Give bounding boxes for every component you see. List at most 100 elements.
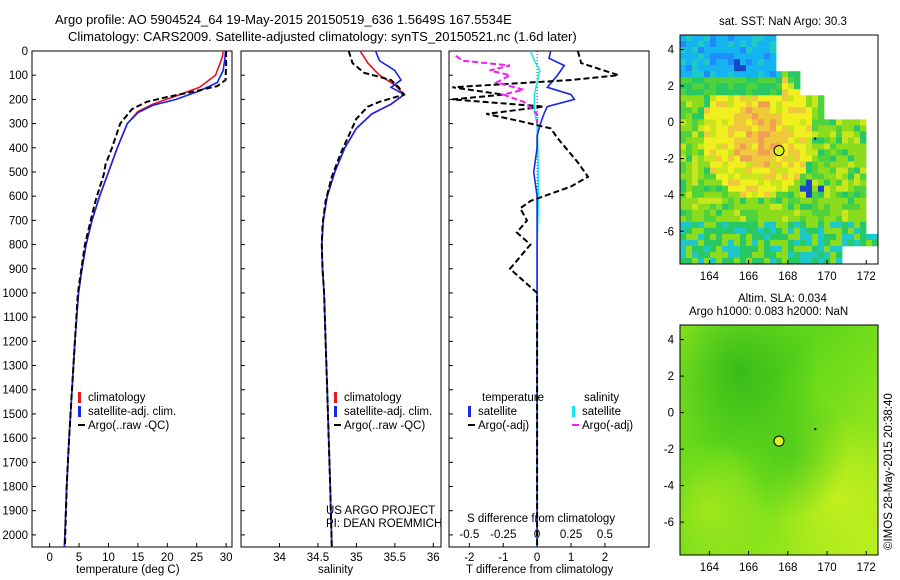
sst-cell [776,179,783,186]
sst-cell [734,95,741,102]
sst-cell [806,251,813,259]
sst-cell [836,119,843,126]
x2-tick-label: -0.25 [490,529,516,541]
sst-cell [686,197,693,205]
sst-cell [716,59,723,66]
sst-cell [704,89,711,96]
sst-cell [794,161,801,168]
sst-cell [776,167,783,174]
legend-item-argo: Argo(..raw -QC) [334,419,432,433]
sst-cell [716,53,723,60]
sst-cell [782,101,789,108]
x-tick-label: 34 [273,552,286,564]
sst-cell [836,179,843,186]
y-tick-label: 1700 [2,457,28,469]
sst-cell [746,233,753,241]
sst-cell [818,95,825,102]
sst-cell [794,209,801,217]
sst-cell [746,77,753,84]
sst-cell [788,119,795,126]
sst-cell [812,179,819,186]
sst-cell [818,185,825,193]
sst-cell [788,125,795,132]
sst-cell [728,167,735,174]
sst-cell [692,233,699,241]
sst-cell [710,191,717,199]
sst-cell [698,47,705,54]
sst-cell [848,179,855,186]
sst-cell [788,137,795,144]
sst-cell [722,47,729,54]
sst-cell [704,203,711,211]
sst-cell [698,233,705,241]
sst-cell [782,149,789,156]
sst-cell [734,233,741,241]
legend-label: Argo(..raw -QC) [344,420,426,432]
sst-cell [860,137,867,144]
sst-cell [860,215,867,223]
sst-cell [740,119,747,126]
sst-cell [758,137,765,144]
sst-cell [860,239,867,247]
sst-cell [704,83,711,90]
y-tick-label: 600 [9,191,28,203]
sst-cell [764,245,771,253]
sst-cell [698,191,705,199]
y-tick-label: 1200 [2,336,28,348]
sst-cell [728,83,735,90]
sst-cell [752,203,759,211]
sst-cell [728,173,735,180]
sst-cell [836,137,843,144]
sst-cell [740,41,747,48]
sst-cell [800,101,807,108]
sst-cell [806,107,813,114]
panel-frame-differences [448,50,650,548]
sst-cell [698,167,705,174]
sst-cell [722,53,729,60]
sst-cell [716,113,723,120]
sst-cell [800,251,807,259]
sst-cell [788,161,795,168]
sst-cell [746,221,753,229]
sst-cell [770,245,777,253]
sst-cell [836,233,843,241]
sst-cell [722,65,729,72]
sst-cell [758,161,765,168]
sst-cell [764,167,771,174]
x-tick-label: -2 [464,552,474,564]
sst-cell [776,191,783,199]
x-tick-label: 2 [602,552,608,564]
sst-cell [836,251,843,259]
sst-cell [728,161,735,168]
sst-cell [692,251,699,259]
sst-cell [752,239,759,247]
sst-cell [734,125,741,132]
sst-cell [734,239,741,247]
sst-cell [734,107,741,114]
sst-cell [860,185,867,193]
map-y-tick-label: 4 [668,45,675,57]
sst-cell [764,125,771,132]
panel-frame-salinity [240,50,442,548]
sst-cell [752,95,759,102]
sst-cell [854,173,861,180]
sst-cell [758,155,765,162]
sst-cell [704,53,711,60]
sst-cell [728,101,735,108]
sst-cell [710,59,717,66]
difference-legend-temperature: temperature satellite Argo(-adj) [468,391,544,433]
sst-cell [818,155,825,162]
x-tick-label: 25 [190,552,203,564]
sst-cell [686,167,693,174]
sst-cell [746,227,753,235]
sst-cell [698,83,705,90]
sst-cell [692,149,699,156]
sst-cell [842,149,849,156]
sst-cell [764,107,771,114]
sst-cell [716,179,723,186]
sst-cell [746,53,753,60]
sst-cell [704,245,711,253]
sst-cell [770,95,777,102]
sst-cell [710,239,717,247]
sst-cell [698,143,705,150]
